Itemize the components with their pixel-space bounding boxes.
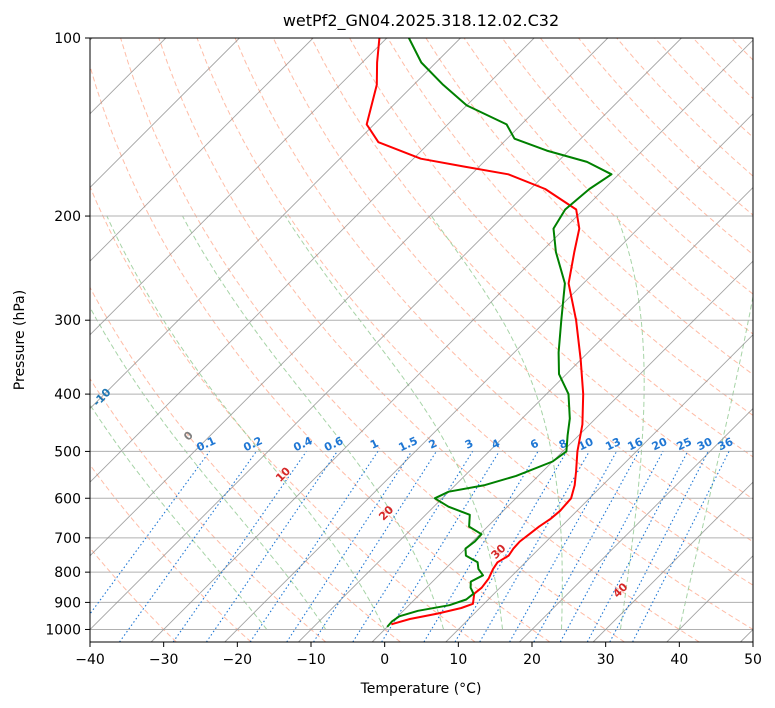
mixing-ratio-label: 10 xyxy=(576,435,596,453)
y-axis: 1000 900 800 700 600 500 400 300 200 100 xyxy=(45,31,90,638)
mixing-ratio-line xyxy=(381,451,500,642)
dewpoint-trace xyxy=(386,38,613,628)
dry-adiabat xyxy=(234,38,753,586)
mixing-ratio-label: 16 xyxy=(626,435,646,453)
chart-title: wetPf2_GN04.2025.318.12.02.C32 xyxy=(283,11,559,31)
mixing-ratio-line xyxy=(90,451,211,615)
mixing-ratio-line xyxy=(533,451,640,642)
x-tick-label: 10 xyxy=(449,652,467,668)
dry-adiabat xyxy=(120,38,625,642)
temperature-trace xyxy=(365,38,585,626)
dry-adiabat xyxy=(387,38,753,417)
mixing-ratio-line xyxy=(509,451,618,642)
dry-adiabat xyxy=(196,38,753,631)
mixing-ratio-label: 30 xyxy=(695,435,715,453)
y-tick-label: 300 xyxy=(54,313,81,329)
x-tick-label: −20 xyxy=(223,652,253,668)
isotherm-line xyxy=(371,260,753,642)
mixing-ratio-line xyxy=(559,451,664,642)
x-tick-label: 30 xyxy=(597,652,615,668)
y-tick-label: 500 xyxy=(54,444,81,460)
y-tick-label: 900 xyxy=(54,595,81,611)
mixing-ratio-line xyxy=(352,451,474,642)
x-tick-label: −10 xyxy=(296,652,326,668)
dry-adiabat xyxy=(90,377,327,642)
mixing-ratio-label: 13 xyxy=(603,435,622,453)
moist-adiabat xyxy=(284,215,503,630)
x-tick-label: −40 xyxy=(75,652,105,668)
dry-adiabat xyxy=(158,38,700,642)
y-tick-label: 1000 xyxy=(45,622,81,638)
dry-adiabat xyxy=(501,38,753,295)
dry-adiabat xyxy=(90,464,252,642)
y-tick-label: 700 xyxy=(54,531,81,547)
y-tick-label: 400 xyxy=(54,387,81,403)
x-tick-label: 20 xyxy=(523,652,541,668)
mixing-ratio-line xyxy=(119,451,257,642)
isotherm-line xyxy=(592,481,753,642)
isotherm-line xyxy=(90,38,535,483)
x-axis: −40 −30 −20 −10 0 10 20 30 40 50 xyxy=(75,642,762,668)
isotherm-line xyxy=(519,407,753,642)
y-axis-label: Pressure (hPa) xyxy=(12,290,28,390)
mixing-ratio-line xyxy=(479,451,590,642)
plot-frame xyxy=(89,37,754,643)
isotherm-line xyxy=(90,38,461,410)
isotherm-line xyxy=(90,38,609,557)
dry-adiabat xyxy=(90,185,476,642)
isotherm-line xyxy=(298,186,753,642)
mixing-ratio-label: 25 xyxy=(675,435,694,453)
moist-adiabat xyxy=(106,215,386,630)
mixing-ratio-line xyxy=(423,451,539,642)
isotherm-line xyxy=(90,38,388,336)
moist-adiabat xyxy=(90,306,327,630)
isotherm-line xyxy=(224,113,753,642)
mixing-ratio-line xyxy=(205,451,338,642)
y-tick-label: 200 xyxy=(54,209,81,225)
mixing-ratio-label: 36 xyxy=(716,435,736,453)
dry-adiabat xyxy=(425,38,753,376)
x-axis-label: Temperature (°C) xyxy=(360,681,482,697)
moist-adiabat xyxy=(678,293,753,630)
x-tick-label: 0 xyxy=(380,652,389,668)
sounding-traces xyxy=(365,38,613,628)
isotherm-line xyxy=(445,334,753,642)
y-tick-label: 100 xyxy=(54,31,81,47)
mixing-ratio-line xyxy=(454,451,568,642)
isotherm-line xyxy=(90,38,314,262)
isotherm-line xyxy=(150,39,753,642)
dry-adiabat xyxy=(90,547,177,642)
mixing-ratio-label: 20 xyxy=(650,435,670,453)
x-tick-label: −30 xyxy=(149,652,179,668)
grid-layer xyxy=(90,38,753,642)
x-tick-label: 40 xyxy=(670,652,688,668)
mixing-ratio-line xyxy=(172,451,307,642)
dry-adiabat xyxy=(310,38,753,500)
isotherm-line xyxy=(90,38,240,189)
isotherm-line xyxy=(90,38,682,631)
mixing-ratio-line xyxy=(313,451,437,642)
x-tick-label: 50 xyxy=(744,652,762,668)
dry-adiabat xyxy=(90,64,551,642)
y-tick-label: 800 xyxy=(54,565,81,581)
y-tick-label: 600 xyxy=(54,491,81,507)
